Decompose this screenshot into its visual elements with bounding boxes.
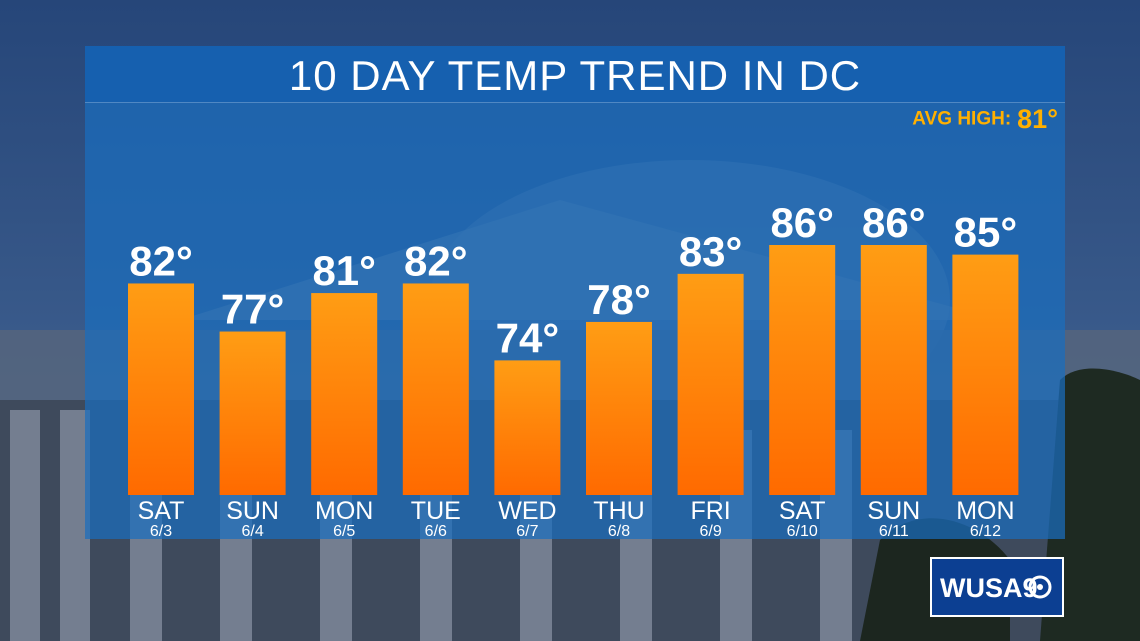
day-label: SAT bbox=[138, 497, 185, 525]
bar-9 bbox=[860, 245, 927, 495]
bar-value-label: 78° bbox=[587, 276, 651, 323]
date-label: 6/3 bbox=[150, 523, 172, 540]
date-label: 6/7 bbox=[516, 523, 538, 540]
date-label: 6/10 bbox=[787, 523, 818, 540]
bar-2 bbox=[219, 331, 286, 495]
bar-value-label: 82° bbox=[129, 237, 193, 284]
bar-value-label: 85° bbox=[954, 209, 1018, 256]
day-label: TUE bbox=[411, 497, 461, 525]
chart-title: 10 DAY TEMP TREND IN DC bbox=[288, 52, 862, 99]
bar-3 bbox=[311, 293, 378, 495]
avg-high-value: 81° bbox=[1017, 104, 1058, 134]
day-label: SAT bbox=[779, 497, 826, 525]
day-label: THU bbox=[593, 497, 644, 525]
bar-value-label: 83° bbox=[679, 228, 743, 275]
date-label: 6/8 bbox=[608, 523, 630, 540]
bar-value-label: 86° bbox=[862, 199, 926, 246]
date-label: 6/5 bbox=[333, 523, 355, 540]
wusa9-logo-icon: WUSA9 bbox=[940, 573, 1052, 603]
svg-text:WUSA9: WUSA9 bbox=[940, 573, 1038, 603]
bar-value-label: 77° bbox=[221, 286, 285, 333]
bar-value-label: 82° bbox=[404, 237, 468, 284]
bar-value-label: 74° bbox=[496, 314, 560, 361]
bar-10 bbox=[952, 254, 1019, 495]
bar-value-label: 86° bbox=[770, 199, 834, 246]
avg-high-label: AVG HIGH: bbox=[912, 108, 1012, 130]
day-label: MON bbox=[315, 497, 373, 525]
date-label: 6/11 bbox=[879, 523, 909, 540]
title-bar bbox=[85, 46, 1065, 103]
bar-1 bbox=[128, 283, 194, 495]
bar-value-label: 81° bbox=[312, 247, 376, 294]
day-label: FRI bbox=[690, 497, 730, 525]
station-logo: WUSA9 bbox=[930, 557, 1064, 617]
bar-5 bbox=[494, 360, 561, 495]
date-label: 6/9 bbox=[699, 523, 721, 540]
day-label: SUN bbox=[867, 497, 920, 525]
avg-high-annotation: AVG HIGH: 81° bbox=[912, 104, 1058, 136]
bar-6 bbox=[586, 321, 652, 495]
bar-4 bbox=[402, 283, 469, 495]
bar-8 bbox=[769, 245, 836, 495]
day-label: SUN bbox=[226, 497, 279, 525]
date-label: 6/4 bbox=[241, 523, 263, 540]
day-label: MON bbox=[956, 497, 1014, 525]
day-label: WED bbox=[498, 497, 556, 525]
date-label: 6/12 bbox=[970, 523, 1001, 540]
date-label: 6/6 bbox=[425, 523, 447, 540]
bar-7 bbox=[677, 273, 744, 495]
